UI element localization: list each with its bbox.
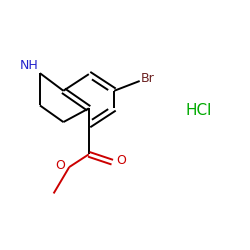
Text: HCl: HCl bbox=[185, 103, 212, 118]
Text: NH: NH bbox=[20, 59, 39, 72]
Text: O: O bbox=[116, 154, 126, 168]
Text: O: O bbox=[56, 159, 66, 172]
Text: Br: Br bbox=[141, 72, 155, 85]
